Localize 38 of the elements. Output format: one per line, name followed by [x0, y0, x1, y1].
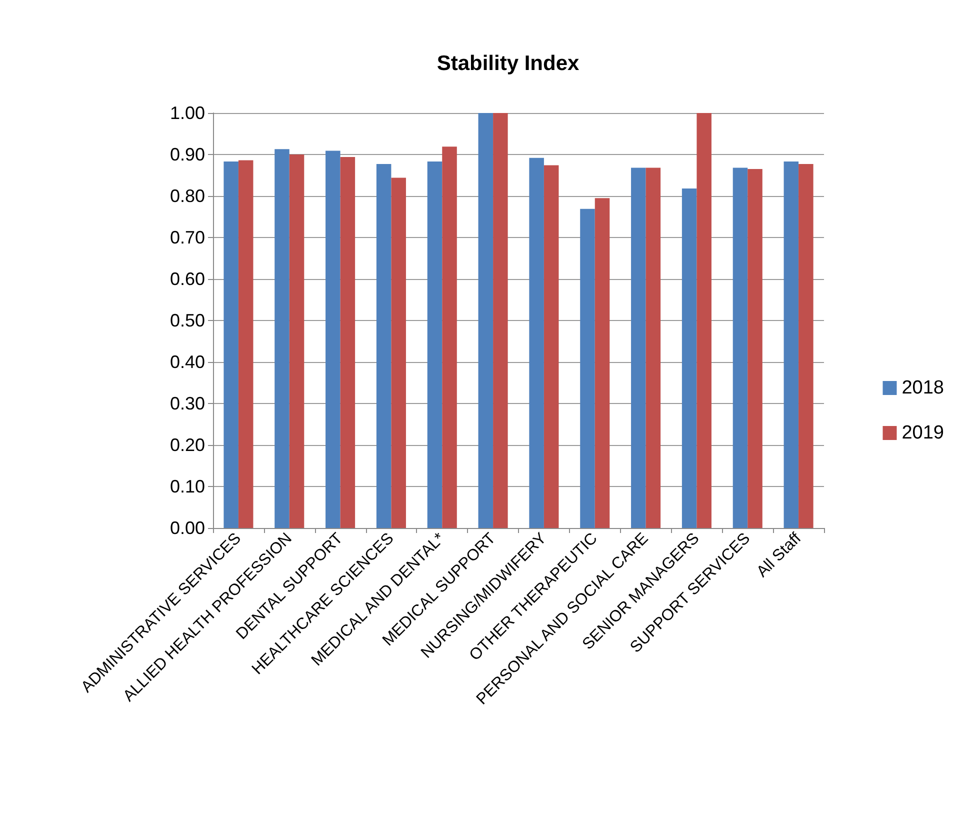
bar	[798, 164, 814, 528]
y-tick-label: 0.70	[170, 228, 205, 248]
legend-label: 2019	[902, 422, 944, 444]
y-tick-label: 0.20	[170, 435, 205, 455]
bar	[646, 168, 661, 528]
bar	[748, 169, 762, 528]
bar	[544, 165, 559, 528]
bar	[376, 164, 392, 528]
bar	[326, 150, 340, 528]
bar	[427, 162, 442, 528]
bar	[594, 198, 610, 528]
bar	[289, 154, 304, 528]
y-tick-label: 0.60	[170, 269, 205, 289]
y-tick-label: 0.30	[170, 394, 205, 414]
bar	[478, 113, 494, 528]
bar	[529, 158, 544, 528]
bar	[391, 178, 406, 528]
bar	[631, 168, 646, 528]
bar	[224, 162, 238, 528]
y-tick-label: 0.00	[170, 518, 205, 538]
y-tick-label: 0.80	[170, 186, 205, 206]
bar	[442, 146, 457, 528]
bar	[238, 160, 254, 528]
bar	[340, 156, 356, 528]
bar	[274, 149, 290, 528]
y-tick-label: 1.00	[170, 103, 205, 123]
y-tick-label: 0.50	[170, 310, 205, 330]
bar	[682, 188, 697, 528]
y-tick-label: 0.90	[170, 144, 205, 164]
chart-title: Stability Index	[436, 52, 580, 75]
bar	[696, 113, 712, 528]
bar	[732, 168, 748, 528]
bar	[580, 208, 595, 528]
y-tick-label: 0.10	[170, 476, 205, 496]
bar	[784, 162, 799, 528]
bar	[493, 113, 508, 528]
y-tick-label: 0.40	[170, 352, 205, 372]
legend-label: 2018	[902, 378, 944, 398]
